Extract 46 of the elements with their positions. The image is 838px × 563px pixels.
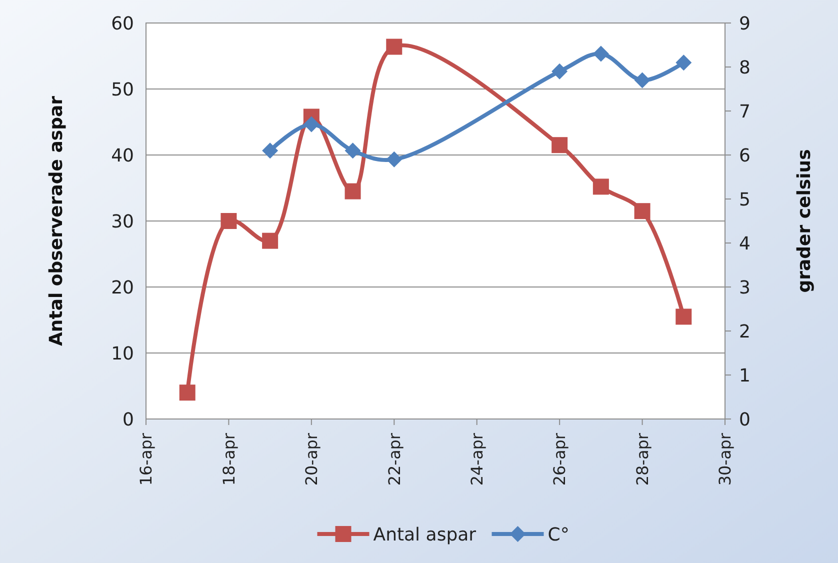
- point: [592, 46, 609, 62]
- point: [592, 178, 609, 195]
- legend-label: Antal aspar: [373, 524, 477, 546]
- y2-tick-label: 9: [739, 13, 750, 34]
- y-tick-label: 0: [122, 409, 134, 430]
- x-tick-label: 20-apr: [302, 432, 322, 486]
- y2-tick-label: 2: [739, 321, 750, 342]
- point: [552, 137, 568, 154]
- y-axis-title: Antal observerade aspar: [46, 96, 67, 346]
- y2-tick-label: 5: [739, 189, 750, 210]
- point: [262, 232, 278, 249]
- point: [386, 151, 402, 168]
- point: [676, 54, 692, 71]
- x-tick-label: 28-apr: [632, 432, 652, 486]
- x-tick-label: 26-apr: [550, 432, 570, 486]
- y-tick-label: 60: [111, 13, 134, 34]
- x-tick-label: 16-apr: [136, 432, 156, 486]
- y-tick-label: 20: [111, 277, 134, 298]
- x-tick-label: 22-apr: [384, 432, 404, 486]
- y2-tick-label: 0: [739, 409, 750, 430]
- x-tick-label: 18-apr: [219, 432, 238, 486]
- legend-label: C°: [548, 524, 570, 546]
- point: [220, 213, 237, 229]
- y-tick-label: 10: [111, 343, 134, 364]
- point: [344, 142, 361, 159]
- point: [552, 63, 568, 80]
- y-tick-label: 50: [111, 79, 134, 100]
- point: [634, 203, 650, 220]
- y-tick-label: 40: [111, 145, 134, 166]
- x-tick-label: 30-apr: [716, 432, 735, 486]
- y-tick-label: 30: [111, 211, 134, 232]
- point: [303, 116, 320, 132]
- y2-tick-label: 4: [739, 233, 750, 254]
- y2-axis-title: grader celsius: [794, 149, 815, 293]
- y2-tick-label: 1: [739, 365, 750, 386]
- y2-tick-label: 7: [739, 101, 750, 122]
- point: [386, 38, 402, 55]
- y2-tick-label: 8: [739, 57, 750, 78]
- point: [676, 308, 692, 325]
- point: [634, 72, 650, 88]
- y2-tick-label: 3: [739, 277, 750, 298]
- y2-tick-label: 6: [739, 145, 750, 166]
- x-tick-label: 24-apr: [467, 432, 486, 486]
- point: [179, 384, 196, 401]
- point: [262, 142, 278, 159]
- point: [344, 183, 361, 200]
